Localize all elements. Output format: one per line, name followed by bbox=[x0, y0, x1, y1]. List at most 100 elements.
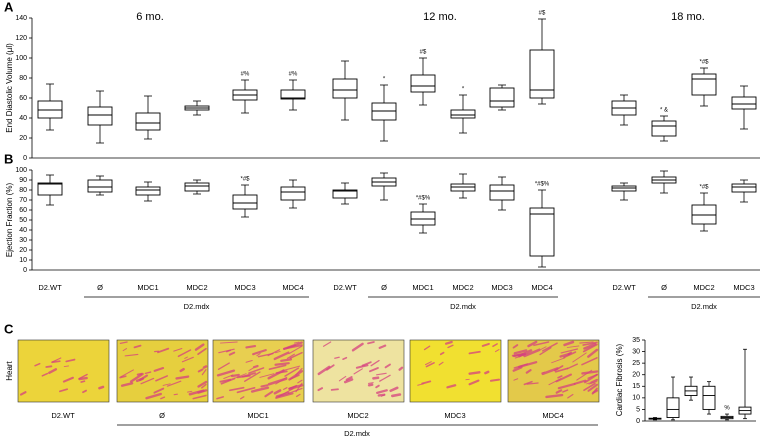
fibrosis-streak bbox=[99, 387, 103, 388]
y-tick-label: 0 bbox=[636, 418, 640, 425]
box bbox=[136, 113, 160, 130]
x-tick-label: Ø bbox=[97, 283, 103, 292]
fibrosis-streak bbox=[246, 346, 255, 347]
box bbox=[38, 183, 62, 195]
image-label: Ø bbox=[159, 411, 165, 420]
fibrosis-streak bbox=[254, 366, 258, 367]
y-tick-label: 100 bbox=[15, 55, 27, 62]
box bbox=[411, 212, 435, 225]
fibrosis-streak bbox=[369, 385, 372, 386]
histology-image bbox=[508, 340, 599, 402]
y-tick-label: 120 bbox=[15, 35, 27, 42]
x-tick-label: MDC2 bbox=[693, 283, 714, 292]
significance-label: * & bbox=[660, 108, 668, 114]
y-tick-label: 80 bbox=[19, 75, 27, 82]
box bbox=[692, 205, 716, 224]
y-tick-label: 90 bbox=[19, 177, 27, 184]
box bbox=[185, 183, 209, 191]
y-tick-label: 20 bbox=[19, 135, 27, 142]
box bbox=[652, 121, 676, 136]
significance-label: *#$ bbox=[699, 60, 709, 66]
box bbox=[692, 74, 716, 95]
x-tick-label: MDC2 bbox=[452, 283, 473, 292]
x-tick-label: MDC3 bbox=[491, 283, 512, 292]
fibrosis-streak bbox=[52, 361, 60, 362]
y-tick-label: 0 bbox=[23, 155, 27, 162]
fibrosis-streak bbox=[181, 369, 184, 371]
x-tick-label: MDC3 bbox=[234, 283, 255, 292]
box bbox=[333, 79, 357, 98]
histology-image bbox=[213, 340, 304, 402]
y-tick-label: 25 bbox=[632, 360, 640, 367]
y-tick-label: 140 bbox=[15, 15, 27, 22]
x-tick-label: Ø bbox=[381, 283, 387, 292]
box bbox=[281, 187, 305, 200]
y-tick-label: 40 bbox=[19, 115, 27, 122]
fibrosis-streak bbox=[46, 366, 51, 367]
group-title: 18 mo. bbox=[671, 11, 705, 23]
fibrosis-streak bbox=[332, 389, 338, 390]
y-tick-label: 15 bbox=[632, 383, 640, 390]
row-label: Heart bbox=[5, 360, 14, 380]
group-label: D2.mdx bbox=[344, 429, 370, 438]
significance-label: #$ bbox=[420, 50, 427, 56]
fibrosis-streak bbox=[379, 395, 384, 396]
box bbox=[372, 103, 396, 120]
x-tick-label: MDC1 bbox=[137, 283, 158, 292]
x-tick-label: MDC1 bbox=[412, 283, 433, 292]
y-tick-label: 10 bbox=[19, 257, 27, 264]
fibrosis-streak bbox=[470, 372, 480, 373]
x-tick-label: MDC4 bbox=[531, 283, 552, 292]
box bbox=[233, 195, 257, 209]
histology-image bbox=[313, 340, 404, 402]
box bbox=[530, 50, 554, 98]
fibrosis-streak bbox=[491, 380, 499, 381]
y-tick-label: 30 bbox=[19, 237, 27, 244]
image-label: MDC4 bbox=[542, 411, 563, 420]
box bbox=[667, 398, 679, 418]
group-label: D2.mdx bbox=[691, 302, 717, 311]
box bbox=[451, 184, 475, 191]
image-label: MDC1 bbox=[247, 411, 268, 420]
significance-label: #% bbox=[241, 72, 250, 78]
group-title: 12 mo. bbox=[423, 11, 457, 23]
box bbox=[490, 88, 514, 107]
fibrosis-streak bbox=[276, 363, 289, 365]
y-axis-label: Cardiac Fibrosis (%) bbox=[615, 343, 624, 416]
box bbox=[703, 386, 715, 409]
box bbox=[530, 208, 554, 256]
histology-image bbox=[117, 340, 208, 402]
y-tick-label: 10 bbox=[632, 395, 640, 402]
image-bg bbox=[18, 340, 109, 402]
y-tick-label: 5 bbox=[636, 406, 640, 413]
box bbox=[490, 185, 514, 200]
panel-letter: A bbox=[4, 0, 14, 14]
fibrosis-streak bbox=[281, 359, 291, 360]
box bbox=[136, 187, 160, 195]
image-label: MDC2 bbox=[347, 411, 368, 420]
y-tick-label: 60 bbox=[19, 207, 27, 214]
x-tick-label: Ø bbox=[661, 283, 667, 292]
group-label: D2.mdx bbox=[450, 302, 476, 311]
histology-image bbox=[18, 340, 109, 402]
y-tick-label: 70 bbox=[19, 197, 27, 204]
y-axis-label: End Diastolic Volume (µl) bbox=[5, 43, 14, 133]
y-tick-label: 50 bbox=[19, 217, 27, 224]
fibrosis-streak bbox=[261, 385, 267, 386]
significance-label: #% bbox=[289, 72, 298, 78]
significance-label: *#$ bbox=[699, 185, 709, 191]
fibrosis-streak bbox=[335, 357, 339, 358]
y-tick-label: 80 bbox=[19, 187, 27, 194]
fibrosis-streak bbox=[64, 366, 68, 367]
panel-letter: B bbox=[4, 151, 13, 166]
box bbox=[732, 184, 756, 192]
box bbox=[411, 75, 435, 92]
significance-label: * bbox=[383, 77, 386, 83]
significance-label: *#$% bbox=[535, 182, 550, 188]
box bbox=[451, 110, 475, 118]
fibrosis-streak bbox=[485, 372, 488, 373]
x-tick-label: D2.WT bbox=[612, 283, 636, 292]
y-tick-label: 0 bbox=[23, 267, 27, 274]
box bbox=[88, 180, 112, 192]
